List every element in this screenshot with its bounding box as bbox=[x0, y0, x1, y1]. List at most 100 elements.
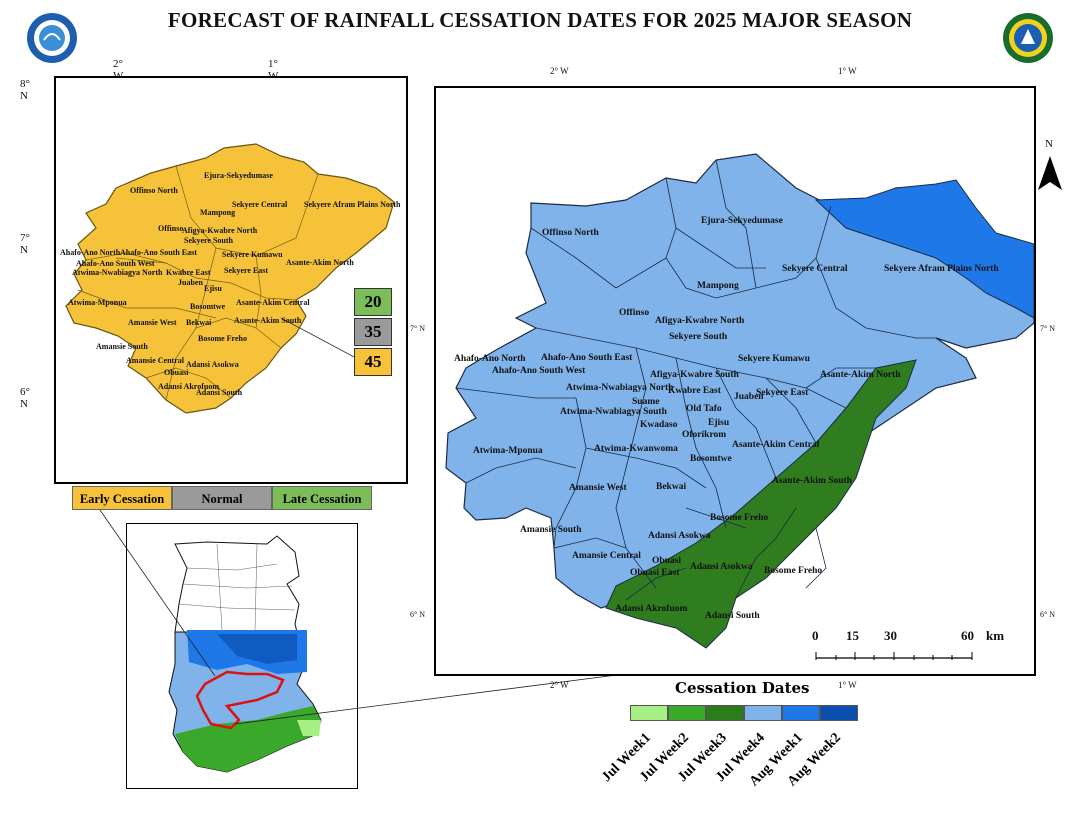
scale-bar: 0 15 30 60 km bbox=[806, 626, 1026, 666]
main-lat-tick-6n-left: 6° N bbox=[410, 610, 425, 619]
meteo-agency-logo-icon bbox=[27, 13, 77, 63]
main-label-offinso: Offinso bbox=[619, 308, 650, 318]
scale-unit: km bbox=[986, 628, 1005, 643]
main-label-afigya-kwabre-south: Afigya-Kwabre South bbox=[650, 370, 739, 380]
main-label-atwima-nwabiagya-south: Atwima-Nwabiagya South bbox=[560, 407, 667, 417]
left-label-bekwai: Bekwai bbox=[186, 318, 212, 327]
main-label-atwima-kwanwoma: Atwima-Kwanwoma bbox=[594, 444, 678, 454]
left-label-ahafo-ano-north: Ahafo-Ano North bbox=[60, 248, 121, 257]
left-label-sekyere-afram-plains-north: Sekyere Afram Plains North bbox=[304, 200, 401, 209]
scale-bar-graphic bbox=[815, 652, 973, 660]
main-label-offinso-north: Offinso North bbox=[542, 228, 599, 238]
left-label-ejura-sekyedumase: Ejura-Sekyedumase bbox=[204, 171, 273, 180]
left-label-obuasi: Obuasi bbox=[164, 368, 189, 377]
left-lat-tick-8n: 8° N bbox=[20, 78, 30, 102]
legend-value-early: 45 bbox=[354, 348, 392, 376]
main-label-afigya-kwabre-north: Afigya-Kwabre North bbox=[655, 316, 745, 326]
legend-swatch-1 bbox=[668, 705, 706, 721]
left-label-atwima-nwabiagya-north: Atwima-Nwabiagya North bbox=[72, 268, 163, 277]
left-label-bosome-freho: Bosome Freho bbox=[198, 334, 247, 343]
main-label-old-tafo: Old Tafo bbox=[686, 404, 722, 414]
left-map-frame bbox=[54, 76, 408, 484]
main-label-oforikrom: Oforikrom bbox=[682, 430, 727, 440]
main-label-adansi-akrofuom: Adansi Akrofuom bbox=[615, 604, 688, 614]
left-lat-tick-6n: 6° N bbox=[20, 386, 30, 410]
main-lon-tick-2w-top: 2° W bbox=[550, 66, 569, 76]
main-label-ahafo-ano-south-west: Ahafo-Ano South West bbox=[492, 366, 586, 376]
main-label-atwima-mponua: Atwima-Mponua bbox=[473, 446, 543, 456]
main-lon-tick-1w-bottom: 1° W bbox=[838, 680, 857, 690]
legend-value-late: 20 bbox=[354, 288, 392, 316]
left-label-sekyere-kumawu: Sekyere Kumawu bbox=[222, 250, 283, 259]
legend-value-normal: 35 bbox=[354, 318, 392, 346]
left-label-offinso-north: Offinso North bbox=[130, 186, 178, 195]
main-label-mampong: Mampong bbox=[697, 281, 739, 291]
left-label-kwabre-east: Kwabre East bbox=[166, 268, 211, 277]
legend-swatch-2 bbox=[706, 705, 744, 721]
main-label-sekyere-afram-plains-north: Sekyere Afram Plains North bbox=[884, 264, 999, 274]
ghana-locator-svg bbox=[168, 535, 322, 773]
left-label-amansie-west: Amansie West bbox=[128, 318, 177, 327]
left-map-leader-line bbox=[280, 317, 357, 359]
left-label-atwima-mponua: Atwima-Mponua bbox=[68, 298, 127, 307]
main-label-asante-akim-south: Asante-Akim South bbox=[772, 476, 852, 486]
main-label-asante-akim-central: Asante-Akim Central bbox=[732, 440, 820, 450]
left-label-asante-akim-south: Asante-Akim South bbox=[234, 316, 302, 325]
left-label-sekyere-central: Sekyere Central bbox=[232, 200, 288, 209]
left-label-ejisu: Ejisu bbox=[204, 284, 222, 293]
left-label-mampong: Mampong bbox=[200, 208, 236, 217]
category-early-cessation: Early Cessation bbox=[72, 486, 172, 510]
main-label-suame: Suame bbox=[632, 397, 660, 407]
north-arrow: N bbox=[1038, 138, 1062, 194]
main-label-obuasi-east: Obuasi East bbox=[630, 568, 680, 578]
left-region-shape bbox=[65, 143, 395, 414]
main-label-asante-akim-north: Asante-Akim North bbox=[820, 370, 901, 380]
main-label-adansi-asokwa: Adansi Asokwa bbox=[690, 562, 753, 572]
main-label-amansie-west: Amansie West bbox=[569, 483, 627, 493]
left-label-adansi-asokwa: Adansi Asokwa bbox=[186, 360, 239, 369]
main-label-amansie-central: Amansie Central bbox=[572, 551, 641, 561]
left-label-afigya-kwabre-north: Afigya-Kwabre North bbox=[182, 226, 258, 235]
left-map-svg bbox=[65, 143, 395, 414]
scale-value-15: 15 bbox=[846, 628, 859, 643]
legend-swatch-0 bbox=[630, 705, 668, 721]
cessation-legend-swatches bbox=[630, 705, 860, 723]
scale-value-0: 0 bbox=[812, 628, 819, 643]
page-title: FORECAST OF RAINFALL CESSATION DATES FOR… bbox=[167, 8, 913, 32]
left-label-sekyere-east: Sekyere East bbox=[224, 266, 269, 275]
main-lon-tick-1w-top: 1° W bbox=[838, 66, 857, 76]
main-label-juaben: Juaben bbox=[734, 392, 764, 402]
main-label-amansie-south: Amansie South bbox=[520, 525, 582, 535]
main-label-kwadaso: Kwadaso bbox=[640, 420, 678, 430]
main-label-obuasi: Obuasi bbox=[652, 556, 682, 566]
category-late-cessation: Late Cessation bbox=[272, 486, 372, 510]
left-label-asante-akim-north: Asante-Akim North bbox=[286, 258, 354, 267]
main-region-dark-green bbox=[605, 359, 917, 649]
main-label-sekyere-south: Sekyere South bbox=[669, 332, 728, 342]
left-label-offinso: Offinso bbox=[158, 224, 184, 233]
category-normal: Normal bbox=[172, 486, 272, 510]
legend-swatch-3 bbox=[744, 705, 782, 721]
main-label-ejura-sekyedumase: Ejura-Sekyedumase bbox=[701, 216, 783, 226]
main-lon-tick-2w-bottom: 2° W bbox=[550, 680, 569, 690]
main-label-bosomtwe: Bosomtwe bbox=[690, 454, 732, 464]
left-label-adansi-south: Adansi South bbox=[196, 388, 243, 397]
main-label-bosome-freho: Bosome Freho bbox=[764, 566, 823, 576]
main-label-adansi-south: Adansi South bbox=[705, 611, 760, 621]
legend-swatch-4 bbox=[782, 705, 820, 721]
scale-value-30: 30 bbox=[884, 628, 897, 643]
left-lat-tick-7n: 7° N bbox=[20, 232, 30, 256]
north-label: N bbox=[1045, 138, 1053, 150]
main-lat-tick-7n-left: 7° N bbox=[410, 324, 425, 333]
main-label-kwabre-east: Kwabre East bbox=[668, 386, 721, 396]
partner-seal-icon bbox=[1003, 13, 1053, 63]
main-label-atwima-nwabiagya-north: Atwima-Nwabiagya North bbox=[566, 383, 674, 393]
main-label-sekyere-central: Sekyere Central bbox=[782, 264, 848, 274]
main-label-ahafo-ano-south-east: Ahafo-Ano South East bbox=[541, 353, 633, 363]
main-map-frame bbox=[434, 86, 1036, 676]
cessation-legend-title: Cessation Dates bbox=[675, 679, 810, 697]
main-lat-tick-6n-right: 6° N bbox=[1040, 610, 1055, 619]
main-lat-tick-7n-right: 7° N bbox=[1040, 324, 1055, 333]
